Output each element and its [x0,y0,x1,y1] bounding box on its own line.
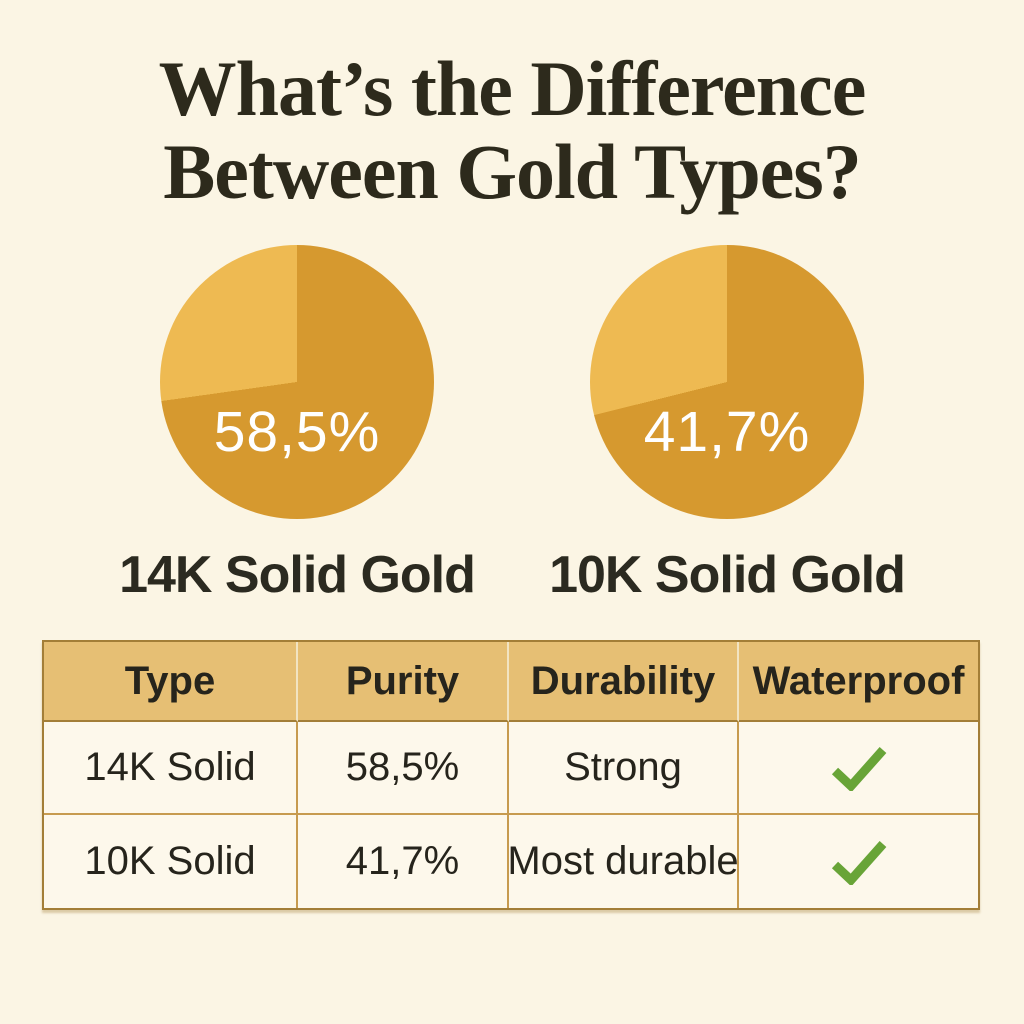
column-header-type: Type [44,642,298,722]
page-title-line1: What’s the Difference [158,45,867,132]
pie-group-14k: 58,5% 14K Solid Gold [82,245,512,605]
table-cell-waterproof-10k [739,815,978,908]
page-title-line2: Between Gold Types? [163,127,861,215]
table-cell-purity-14k: 58,5% [298,722,509,815]
column-header-purity: Purity [298,642,509,722]
table-cell-durability-14k: Strong [509,722,739,815]
pie-group-10k: 41,7% 10K Solid Gold [512,245,942,605]
column-header-durability: Durability [509,642,739,722]
pie-caption-10k: 10K Solid Gold [549,546,906,605]
table-cell-purity-10k: 41,7% [298,815,509,908]
table-cell-durability-10k: Most durable [507,815,739,908]
pie-value-14k: 58,5% [213,400,381,465]
table-cell-type-14k: 14K Solid [44,722,298,815]
checkmark-icon [830,839,888,885]
pie-chart-14k: 58,5% [160,245,434,520]
pie-caption-14k: 14K Solid Gold [119,546,476,605]
pie-charts-row: 58,5% 14K Solid Gold 41,7% 10K Solid Gol… [0,245,1024,605]
column-header-waterproof: Waterproof [739,642,978,722]
comparison-table: Type Purity Durability Waterproof 14K So… [42,640,980,910]
pie-value-10k: 41,7% [643,400,811,465]
table-cell-waterproof-14k [739,722,978,815]
checkmark-icon [830,745,888,791]
table-cell-type-10k: 10K Solid [44,815,298,908]
page-title: What’s the Difference Between Gold Types… [0,0,1024,213]
pie-chart-10k: 41,7% [590,245,864,520]
